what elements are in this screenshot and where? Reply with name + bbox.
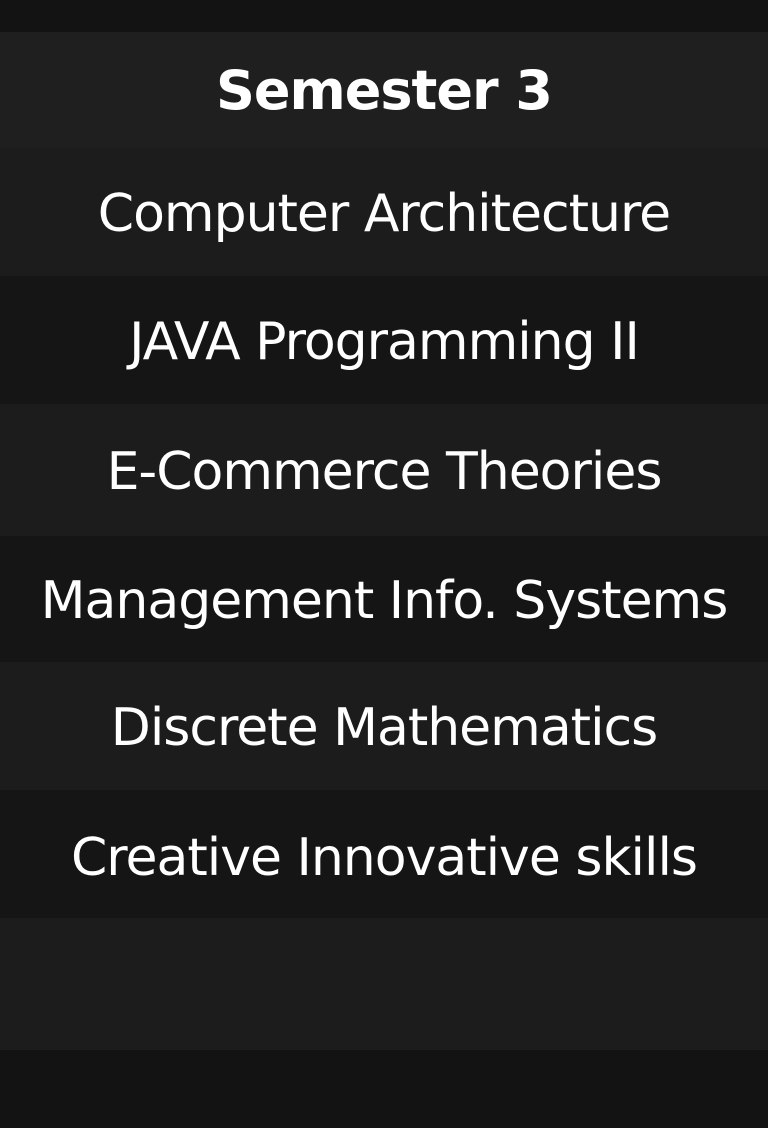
- course-row-java-programming: JAVA Programming II: [0, 276, 768, 404]
- empty-row: [0, 918, 768, 1050]
- course-label: E-Commerce Theories: [106, 442, 663, 502]
- course-row-discrete-mathematics: Discrete Mathematics: [0, 662, 768, 790]
- course-label: Discrete Mathematics: [110, 698, 658, 758]
- course-label: Computer Architecture: [97, 184, 671, 244]
- course-row-computer-architecture: Computer Architecture: [0, 148, 768, 276]
- course-row-creative-innovative-skills: Creative Innovative skills: [0, 790, 768, 918]
- course-label: Management Info. Systems: [40, 571, 729, 631]
- semester-title: Semester 3: [216, 58, 553, 122]
- course-row-management-info-systems: Management Info. Systems: [0, 536, 768, 662]
- semester-header: Semester 3: [0, 32, 768, 148]
- course-label: JAVA Programming II: [129, 312, 640, 372]
- course-row-e-commerce: E-Commerce Theories: [0, 404, 768, 536]
- course-label: Creative Innovative skills: [70, 828, 698, 888]
